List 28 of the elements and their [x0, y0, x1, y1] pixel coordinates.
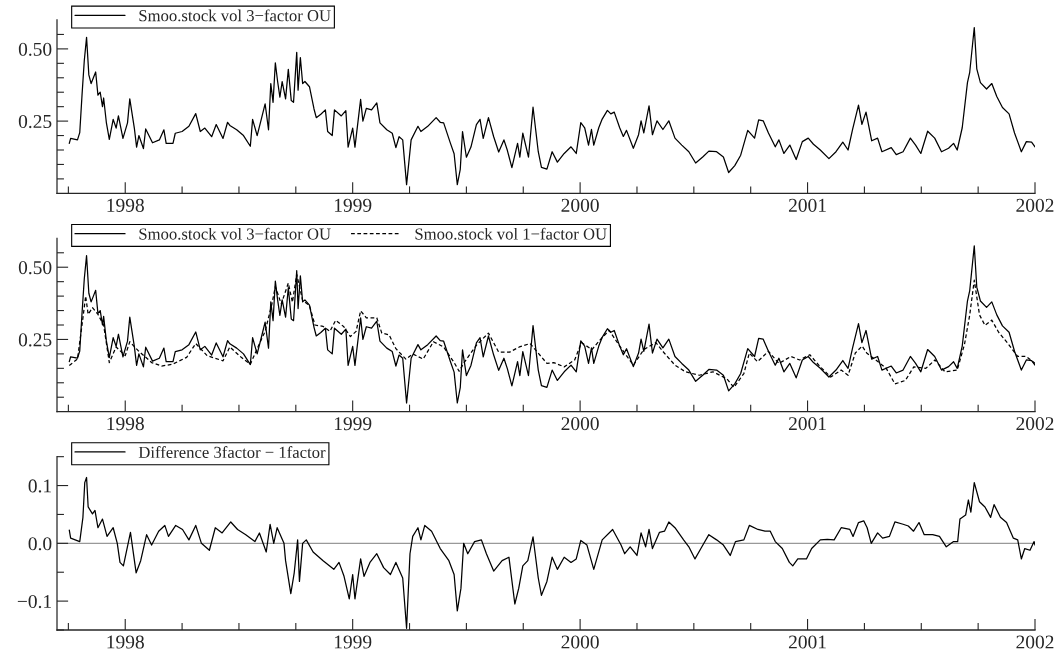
line-series	[68, 476, 1035, 629]
y-tick-label: 0.50	[18, 261, 52, 275]
x-tick-label: 2000	[561, 635, 599, 649]
x-tick-label: 2001	[788, 198, 826, 212]
x-tick-label: 1998	[107, 635, 144, 649]
y-tick-label: 0.50	[18, 42, 52, 56]
x-tick-label: 1999	[334, 198, 372, 212]
legend-label: Difference 3factor − 1factor	[138, 446, 326, 458]
x-tick-label: 1999	[334, 417, 372, 431]
y-tick-label: 0.0	[28, 537, 52, 551]
x-tick-label: 1998	[107, 198, 144, 212]
x-tick-label: 2002	[1016, 198, 1054, 212]
x-tick-label: 2001	[788, 417, 826, 431]
x-tick-label: 2002	[1016, 417, 1054, 431]
legend-label: Smoo.stock vol 3−factor OU	[139, 227, 331, 240]
legend-label: Smoo.stock vol 1−factor OU	[415, 227, 607, 240]
x-tick-label: 1999	[334, 635, 372, 649]
line-series	[68, 26, 1035, 186]
y-tick-label: 0.25	[18, 114, 52, 129]
x-tick-label: 2001	[788, 635, 826, 649]
x-tick-label: 2000	[561, 417, 599, 431]
x-tick-label: 1998	[107, 417, 144, 431]
legend-label: Smoo.stock vol 3−factor OU	[139, 9, 331, 22]
x-tick-label: 2002	[1016, 635, 1054, 649]
x-tick-label: 2000	[561, 198, 599, 212]
y-tick-label: −0.1	[17, 594, 51, 609]
y-tick-label: 0.1	[28, 479, 51, 493]
y-tick-label: 0.25	[18, 333, 52, 347]
